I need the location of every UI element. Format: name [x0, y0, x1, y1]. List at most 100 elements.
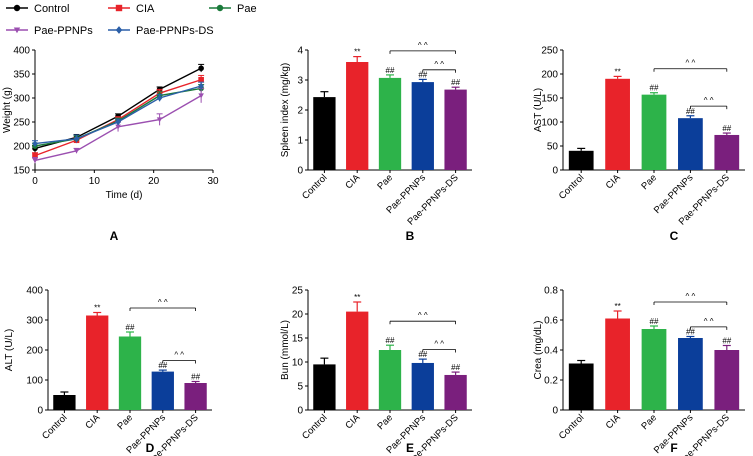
y-axis-label: Crea (mg/dL) [533, 321, 544, 380]
data-point [115, 124, 121, 130]
bracket-label: ^ ^ [418, 41, 428, 50]
y-tick-label: 0 [552, 166, 558, 177]
significance-mark: ## [386, 66, 395, 75]
bar [411, 82, 434, 170]
data-point [32, 152, 38, 159]
significance-mark: ## [451, 78, 460, 87]
significance-mark: ## [418, 70, 427, 79]
significance-mark: ## [722, 337, 731, 346]
legend-marker [13, 27, 21, 34]
x-tick-label: CIA [604, 172, 623, 191]
significance-mark: ** [354, 48, 360, 57]
x-tick-label: Control [300, 172, 329, 201]
x-axis-label: Time (d) [106, 190, 143, 201]
y-tick-label: 400 [26, 286, 43, 297]
bar [313, 97, 336, 170]
data-point [73, 135, 80, 143]
bar [678, 338, 703, 410]
bar [641, 329, 667, 410]
bar [378, 350, 402, 410]
legend-label: Control [34, 3, 69, 15]
data-point [198, 76, 204, 83]
y-tick-label: 5 [297, 382, 303, 393]
x-tick-label: 0 [32, 176, 38, 187]
legend-label: Pae-PPNPs [34, 25, 93, 37]
x-tick-label: Pae [639, 412, 659, 432]
bracket-label: ^ ^ [686, 59, 696, 68]
significance-mark: ** [614, 67, 620, 76]
y-tick-label: 350 [13, 70, 30, 81]
data-point [198, 82, 204, 90]
significance-mark: ## [126, 323, 135, 332]
panel-label: A [110, 229, 119, 243]
y-axis-label: Bun (mmol/L) [280, 320, 291, 380]
y-tick-label: 10 [292, 358, 304, 369]
data-point [73, 148, 80, 154]
significance-mark: ## [386, 336, 395, 345]
y-tick-label: 0.6 [544, 316, 558, 327]
bar [346, 311, 369, 410]
bar [86, 315, 109, 410]
bar [313, 364, 336, 410]
data-point [198, 65, 204, 72]
y-tick-label: 200 [541, 70, 558, 81]
data-point [115, 118, 121, 126]
legend-marker [115, 4, 123, 12]
bar [53, 395, 76, 410]
significance-mark: ## [451, 363, 460, 372]
x-tick-label: Control [557, 412, 586, 441]
y-tick-label: 300 [26, 316, 43, 327]
bar [444, 89, 467, 170]
legend-marker [216, 4, 224, 12]
bar [118, 336, 142, 410]
y-tick-label: 0 [552, 406, 558, 417]
bar [678, 118, 703, 170]
bar [714, 350, 740, 410]
x-tick-label: 30 [207, 176, 219, 187]
y-tick-label: 1 [297, 136, 303, 147]
y-tick-label: 200 [13, 142, 30, 153]
x-tick-label: CIA [343, 172, 362, 191]
legend-label: CIA [136, 3, 155, 15]
significance-mark: ## [191, 373, 200, 382]
y-tick-label: 15 [292, 334, 304, 345]
significance-mark: ## [650, 84, 659, 93]
y-axis-label: ALT (U/L) [4, 329, 15, 371]
significance-mark: ## [418, 350, 427, 359]
bar [378, 77, 402, 170]
x-tick-label: Pae [639, 172, 659, 192]
legend-label: Pae [237, 3, 257, 15]
panel-label: E [406, 441, 414, 455]
y-tick-label: 150 [541, 94, 558, 105]
legend-marker [13, 4, 21, 12]
y-tick-label: 20 [292, 310, 304, 321]
bar [411, 362, 434, 410]
significance-mark: ** [354, 293, 360, 302]
data-point [198, 93, 204, 99]
y-tick-label: 3 [297, 76, 303, 87]
x-tick-label: 20 [148, 176, 160, 187]
y-tick-label: 4 [297, 46, 303, 57]
bar [444, 374, 467, 410]
y-tick-label: 50 [547, 142, 559, 153]
y-axis-label: Spleen index (mg/kg) [280, 63, 291, 158]
y-tick-label: 200 [26, 346, 43, 357]
bracket-label: ^ ^ [704, 96, 714, 105]
data-point [156, 117, 163, 123]
x-tick-label: 10 [89, 176, 101, 187]
y-tick-label: 25 [292, 286, 304, 297]
bracket-label: ^ ^ [704, 317, 714, 326]
y-tick-label: 300 [13, 94, 30, 105]
significance-mark: ** [614, 302, 620, 311]
y-tick-label: 0.8 [544, 286, 558, 297]
bar [568, 363, 594, 410]
significance-mark: ## [686, 107, 695, 116]
panel-label: D [146, 441, 155, 455]
y-tick-label: 150 [13, 166, 30, 177]
x-tick-label: CIA [343, 412, 362, 431]
y-tick-label: 0 [297, 166, 303, 177]
y-tick-label: 0.4 [544, 346, 558, 357]
panel-label: B [406, 229, 415, 243]
y-tick-label: 0 [297, 406, 303, 417]
